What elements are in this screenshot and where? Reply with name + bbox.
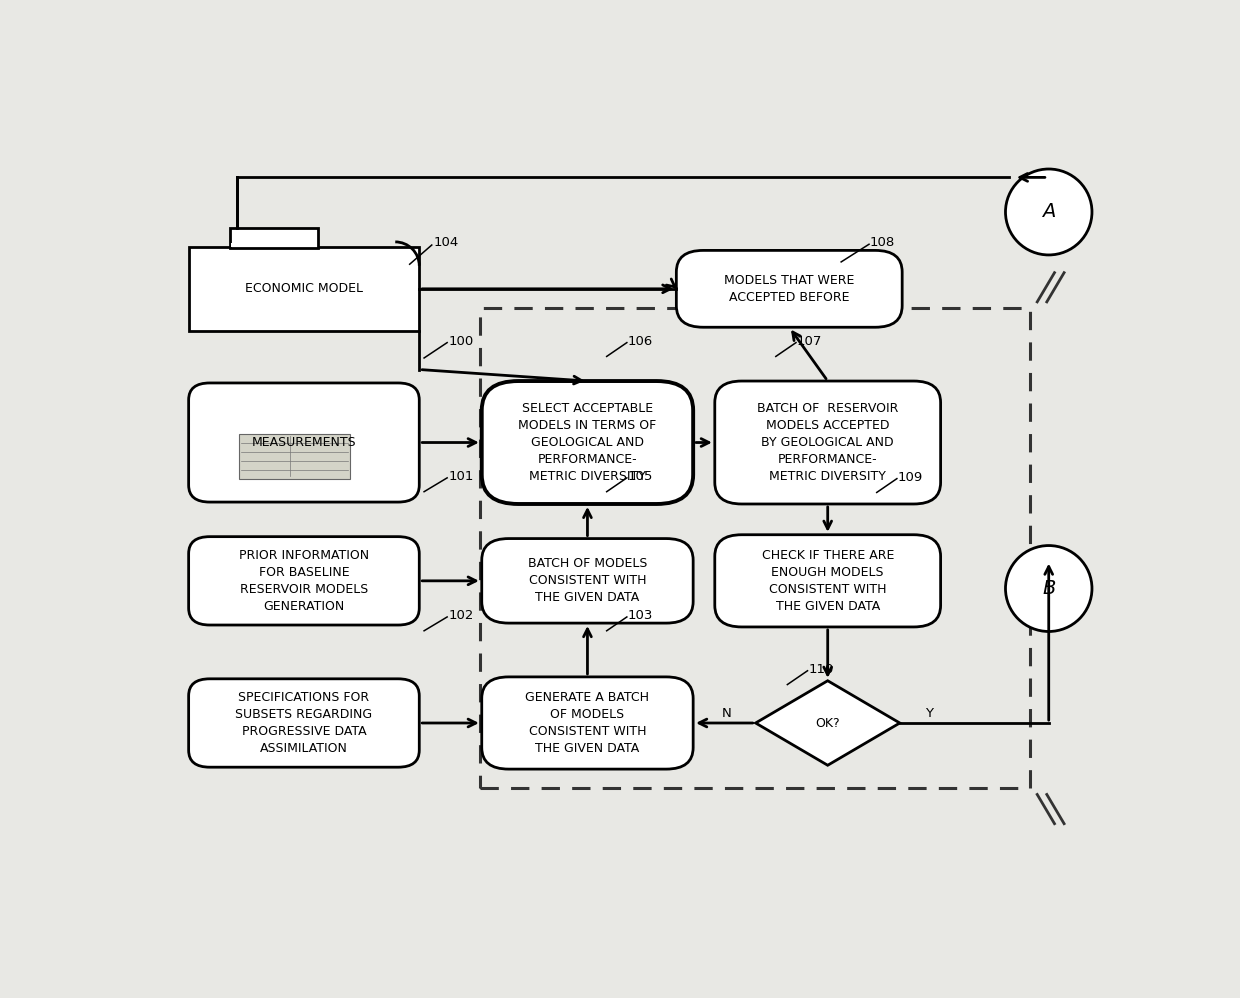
- Text: 105: 105: [627, 470, 653, 483]
- FancyBboxPatch shape: [481, 677, 693, 769]
- Text: OK?: OK?: [816, 717, 839, 730]
- Text: 100: 100: [448, 334, 474, 347]
- Ellipse shape: [1006, 169, 1092, 254]
- Bar: [231, 244, 317, 248]
- Text: A: A: [1042, 203, 1055, 222]
- Bar: [480, 308, 1029, 788]
- Polygon shape: [755, 681, 900, 765]
- FancyBboxPatch shape: [481, 381, 693, 504]
- Text: 103: 103: [627, 609, 653, 622]
- Text: Y: Y: [925, 708, 932, 721]
- Text: 107: 107: [797, 334, 822, 347]
- Text: B: B: [1042, 579, 1055, 598]
- Bar: [188, 247, 419, 331]
- Text: BATCH OF  RESERVOIR
MODELS ACCEPTED
BY GEOLOGICAL AND
PERFORMANCE-
METRIC DIVERS: BATCH OF RESERVOIR MODELS ACCEPTED BY GE…: [756, 402, 899, 483]
- FancyBboxPatch shape: [188, 537, 419, 625]
- Text: 106: 106: [627, 334, 653, 347]
- Bar: [231, 228, 317, 249]
- Text: 108: 108: [870, 237, 895, 250]
- FancyBboxPatch shape: [714, 381, 941, 504]
- Text: 102: 102: [448, 609, 474, 622]
- Text: CHECK IF THERE ARE
ENOUGH MODELS
CONSISTENT WITH
THE GIVEN DATA: CHECK IF THERE ARE ENOUGH MODELS CONSIST…: [761, 549, 894, 613]
- FancyBboxPatch shape: [188, 383, 419, 502]
- Text: PRIOR INFORMATION
FOR BASELINE
RESERVOIR MODELS
GENERATION: PRIOR INFORMATION FOR BASELINE RESERVOIR…: [239, 549, 370, 613]
- Ellipse shape: [1006, 546, 1092, 632]
- Text: BATCH OF MODELS
CONSISTENT WITH
THE GIVEN DATA: BATCH OF MODELS CONSISTENT WITH THE GIVE…: [528, 557, 647, 605]
- Text: ECONOMIC MODEL: ECONOMIC MODEL: [246, 282, 363, 295]
- FancyBboxPatch shape: [676, 250, 903, 327]
- Text: MEASUREMENTS: MEASUREMENTS: [252, 436, 356, 449]
- Text: SPECIFICATIONS FOR
SUBSETS REGARDING
PROGRESSIVE DATA
ASSIMILATION: SPECIFICATIONS FOR SUBSETS REGARDING PRO…: [236, 691, 372, 755]
- FancyBboxPatch shape: [714, 535, 941, 627]
- Text: 110: 110: [808, 663, 833, 676]
- Text: MODELS THAT WERE
ACCEPTED BEFORE: MODELS THAT WERE ACCEPTED BEFORE: [724, 273, 854, 303]
- Text: 109: 109: [898, 471, 923, 484]
- FancyBboxPatch shape: [239, 434, 350, 479]
- FancyBboxPatch shape: [481, 539, 693, 623]
- Text: 104: 104: [434, 237, 459, 250]
- Text: SELECT ACCEPTABLE
MODELS IN TERMS OF
GEOLOGICAL AND
PERFORMANCE-
METRIC DIVERSIT: SELECT ACCEPTABLE MODELS IN TERMS OF GEO…: [518, 402, 656, 483]
- FancyBboxPatch shape: [188, 679, 419, 767]
- Text: 101: 101: [448, 470, 474, 483]
- Text: GENERATE A BATCH
OF MODELS
CONSISTENT WITH
THE GIVEN DATA: GENERATE A BATCH OF MODELS CONSISTENT WI…: [526, 691, 650, 755]
- Text: N: N: [722, 708, 732, 721]
